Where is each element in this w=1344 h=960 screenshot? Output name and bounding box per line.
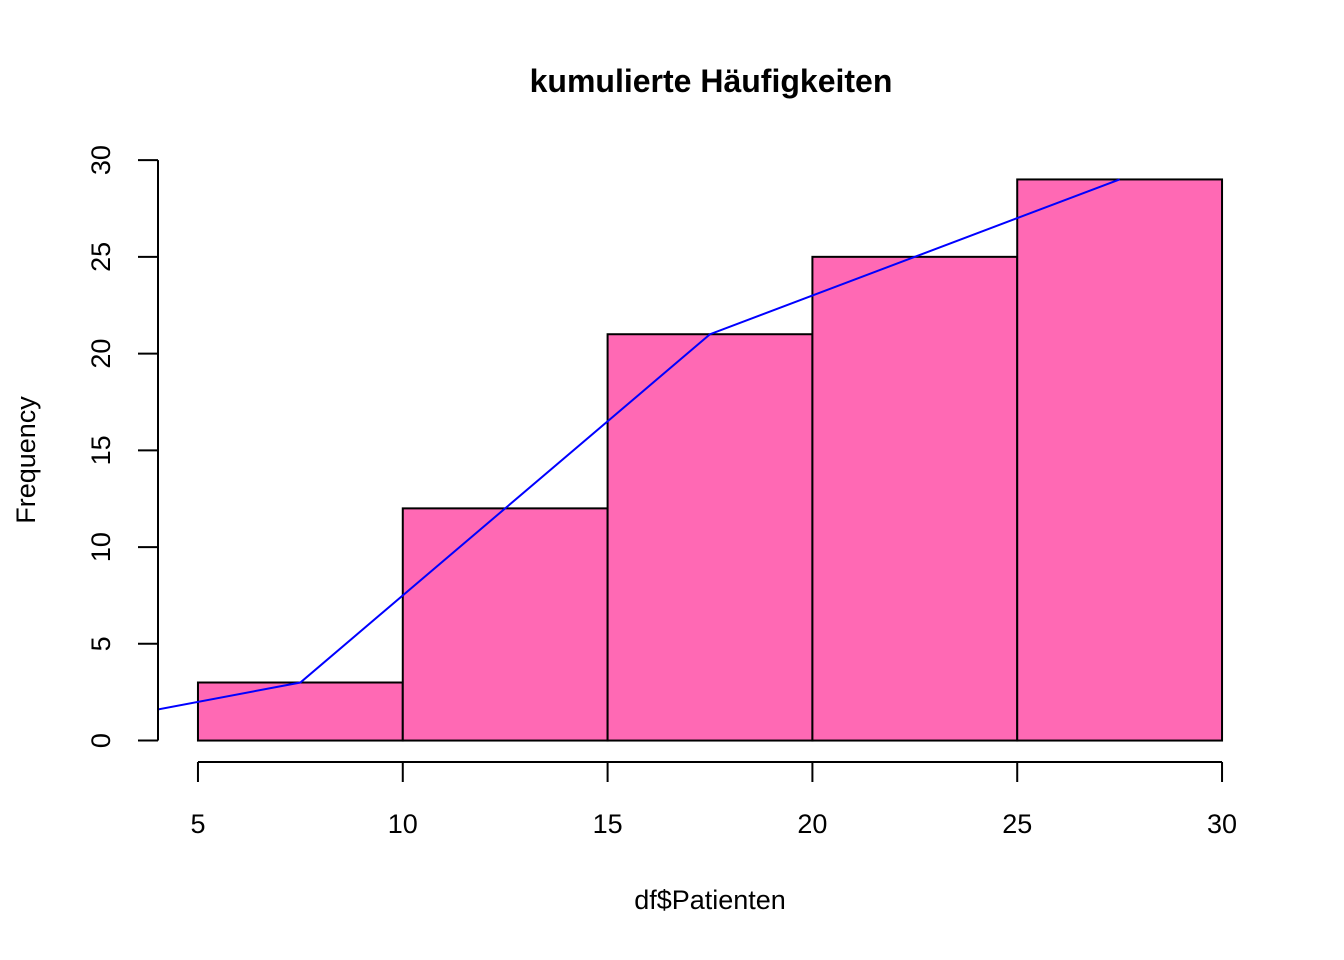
y-tick-label: 30	[86, 145, 116, 175]
line-group	[157, 178, 1120, 711]
x-tick-label: 5	[190, 809, 205, 839]
x-tick-label: 15	[593, 809, 623, 839]
bar	[1016, 178, 1224, 742]
x-tick-label: 25	[1002, 809, 1032, 839]
bar	[811, 255, 1019, 742]
bar	[401, 507, 609, 742]
cumulative-line	[157, 178, 1120, 711]
y-tick-label: 20	[86, 339, 116, 369]
chart-title: kumulierte Häufigkeiten	[530, 63, 893, 99]
y-axis-label: Frequency	[11, 396, 41, 524]
x-tick-label: 10	[388, 809, 418, 839]
y-tick-label: 0	[86, 733, 116, 748]
y-tick-label: 10	[86, 532, 116, 562]
x-axis-label: df$Patienten	[634, 885, 786, 915]
x-tick-label: 30	[1207, 809, 1237, 839]
x-tick-label: 20	[797, 809, 827, 839]
bar	[196, 681, 404, 742]
y-tick-label: 5	[86, 636, 116, 651]
bar	[606, 333, 814, 742]
y-tick-label: 25	[86, 242, 116, 272]
y-tick-label: 15	[86, 435, 116, 465]
